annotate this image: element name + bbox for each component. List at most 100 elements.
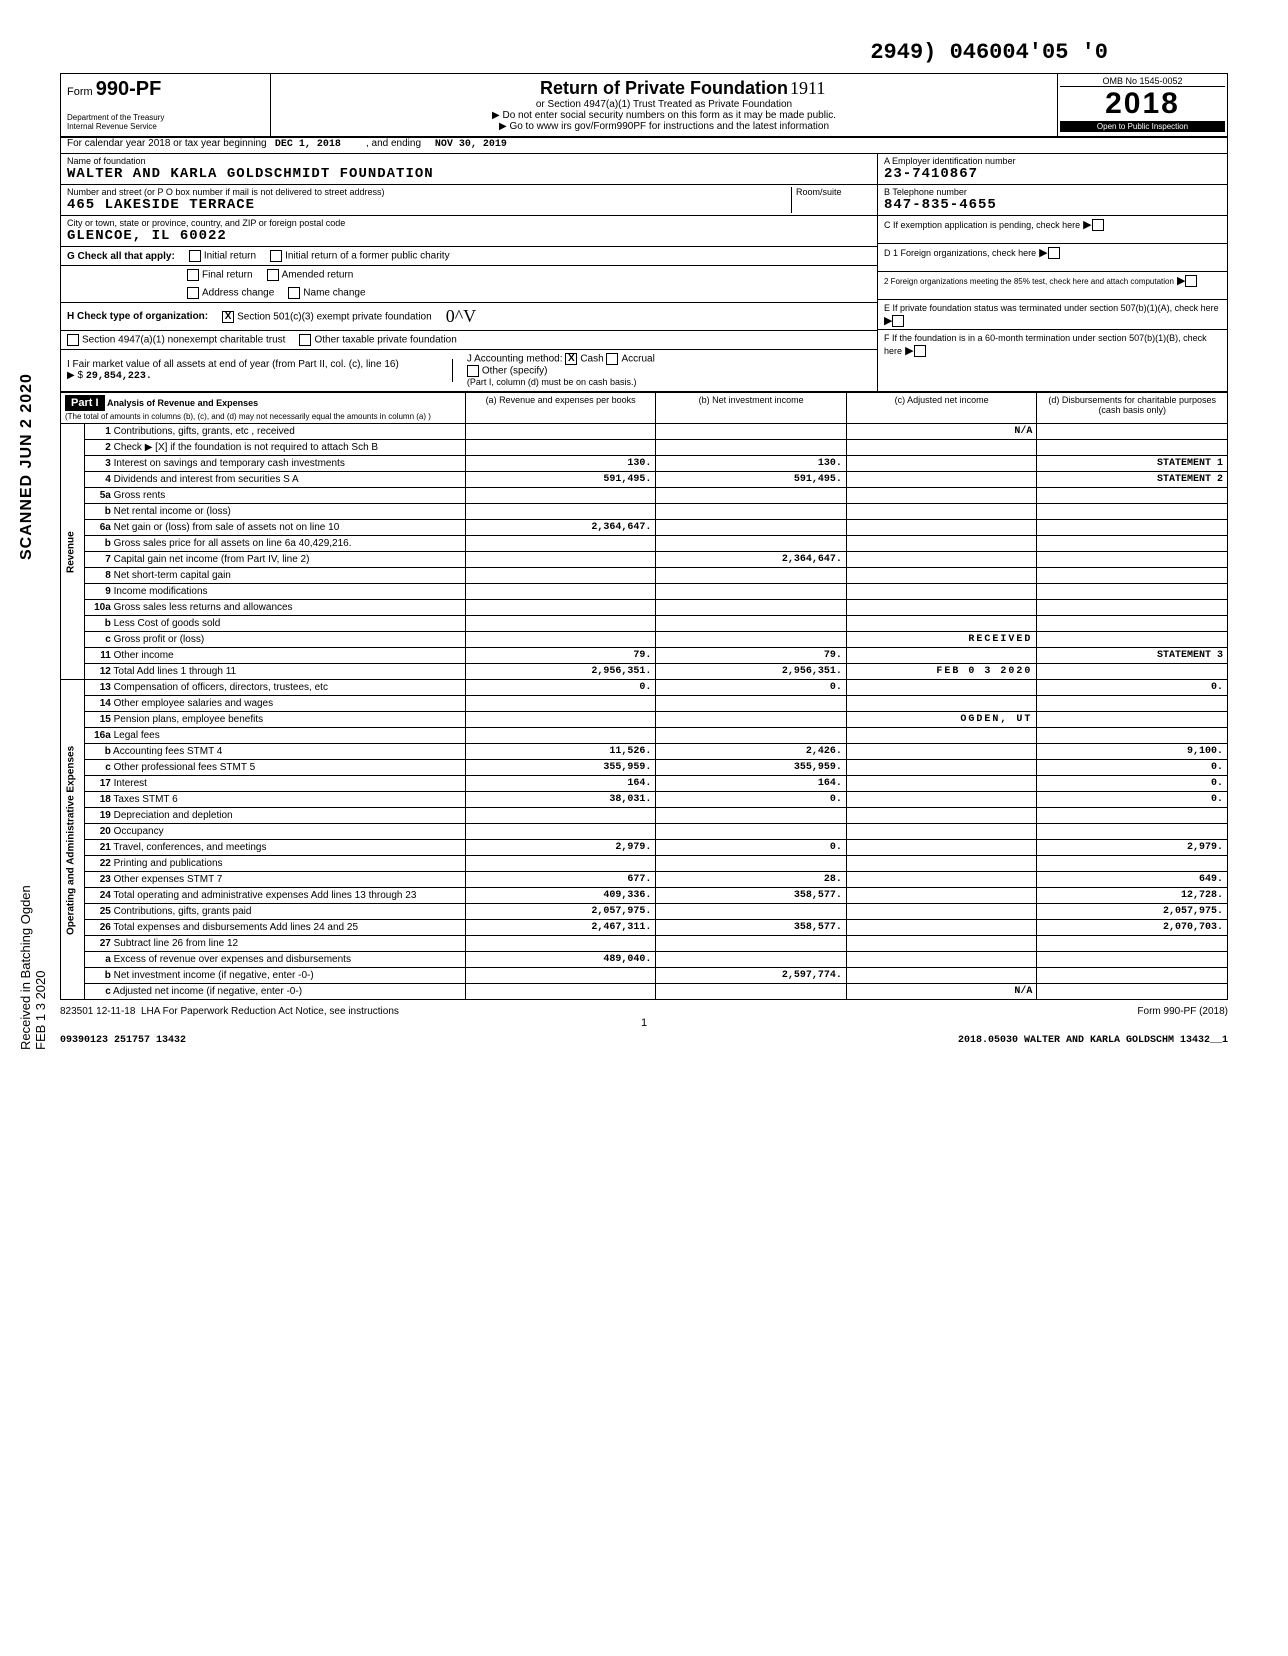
chk-former[interactable] — [270, 250, 282, 262]
g-opt0: Initial return — [204, 251, 256, 262]
i-value: 29,854,223. — [86, 371, 152, 382]
chk-amended[interactable] — [267, 269, 279, 281]
chk-E[interactable] — [892, 315, 904, 327]
chk-F[interactable] — [914, 345, 926, 357]
table-row: 12 Total Add lines 1 through 112,956,351… — [61, 664, 1228, 680]
chk-accrual[interactable] — [606, 353, 618, 365]
side-recv: Received in Batching Ogden — [18, 885, 33, 1050]
row-G: G Check all that apply: Initial return I… — [61, 247, 877, 266]
table-row: 18 Taxes STMT 638,031.0.0. — [61, 792, 1228, 808]
footer-form: Form 990-PF (2018) — [1137, 1006, 1228, 1017]
info-grid: Name of foundation WALTER AND KARLA GOLD… — [60, 154, 1228, 392]
col-c: (c) Adjusted net income — [846, 393, 1037, 424]
table-row: c Adjusted net income (if negative, ente… — [61, 984, 1228, 1000]
footer-br: 2018.05030 WALTER AND KARLA GOLDSCHM 134… — [958, 1035, 1228, 1046]
open-inspection: Open to Public Inspection — [1060, 121, 1225, 132]
section-opexp: Operating and Administrative Expenses — [61, 680, 85, 1000]
table-row: 6a Net gain or (loss) from sale of asset… — [61, 520, 1228, 536]
row-H: H Check type of organization: XSection 5… — [61, 303, 877, 331]
footer-bl: 09390123 251757 13432 — [60, 1035, 186, 1046]
chk-other-tax[interactable] — [299, 334, 311, 346]
table-row: b Gross sales price for all assets on li… — [61, 536, 1228, 552]
foundation-name: WALTER AND KARLA GOLDSCHMIDT FOUNDATION — [67, 166, 871, 182]
form-sub1: or Section 4947(a)(1) Trust Treated as P… — [275, 99, 1053, 110]
boxA-val: 23-7410867 — [884, 166, 1221, 182]
city-label: City or town, state or province, country… — [67, 218, 871, 228]
received-stamp-side: Received in Batching Ogden FEB 1 3 2020 — [18, 885, 48, 1050]
g-opt5: Name change — [303, 288, 365, 299]
g-opt3: Initial return of a former public charit… — [285, 251, 450, 262]
h-opt2: Section 4947(a)(1) nonexempt charitable … — [82, 335, 285, 346]
h-opt1: Section 501(c)(3) exempt private foundat… — [237, 311, 432, 322]
j-other: Other (specify) — [482, 366, 548, 377]
part1-label: Part I — [65, 395, 105, 411]
table-row: 5a Gross rents — [61, 488, 1228, 504]
table-row: 25 Contributions, gifts, grants paid2,05… — [61, 904, 1228, 920]
j-label: J Accounting method: — [467, 354, 563, 365]
boxD2-label: 2 Foreign organizations meeting the 85% … — [884, 277, 1174, 286]
table-row: 27 Subtract line 26 from line 12 — [61, 936, 1228, 952]
chk-4947[interactable] — [67, 334, 79, 346]
chk-namechg[interactable] — [288, 287, 300, 299]
cal-end: NOV 30, 2019 — [435, 139, 507, 150]
chk-initial[interactable] — [189, 250, 201, 262]
boxB-val: 847-835-4655 — [884, 197, 1221, 213]
table-row: 21 Travel, conferences, and meetings2,97… — [61, 840, 1228, 856]
g-label: G Check all that apply: — [67, 251, 175, 262]
handwritten-1911: 1911 — [790, 78, 825, 98]
table-row: 19 Depreciation and depletion — [61, 808, 1228, 824]
table-row: 23 Other expenses STMT 7677.28.649. — [61, 872, 1228, 888]
table-row: 4 Dividends and interest from securities… — [61, 472, 1228, 488]
form-sub2: ▶ Do not enter social security numbers o… — [275, 110, 1053, 121]
tax-year: 2018 — [1060, 87, 1225, 121]
table-row: 15 Pension plans, employee benefitsOGDEN… — [61, 712, 1228, 728]
chk-other[interactable] — [467, 365, 479, 377]
cal-label: For calendar year 2018 or tax year begin… — [67, 138, 267, 149]
chk-final[interactable] — [187, 269, 199, 281]
h-label: H Check type of organization: — [67, 311, 208, 322]
row-G2: Final return Amended return — [61, 266, 877, 284]
part1-desc: Analysis of Revenue and Expenses — [107, 398, 258, 408]
boxB-label: B Telephone number — [884, 187, 1221, 197]
footer-lha: LHA For Paperwork Reduction Act Notice, … — [141, 1006, 399, 1017]
table-row: 7 Capital gain net income (from Part IV,… — [61, 552, 1228, 568]
j-cash: Cash — [580, 354, 603, 365]
chk-cash[interactable]: X — [565, 353, 577, 365]
chk-D2[interactable] — [1185, 275, 1197, 287]
table-row: a Excess of revenue over expenses and di… — [61, 952, 1228, 968]
row-IJ: I Fair market value of all assets at end… — [61, 350, 877, 391]
form-sub3: ▶ Go to www irs gov/Form990PF for instru… — [275, 121, 1053, 132]
chk-C[interactable] — [1092, 219, 1104, 231]
table-row: b Accounting fees STMT 411,526.2,426.9,1… — [61, 744, 1228, 760]
table-row: Operating and Administrative Expenses13 … — [61, 680, 1228, 696]
table-row: 14 Other employee salaries and wages — [61, 696, 1228, 712]
form-number: 990-PF — [96, 78, 162, 100]
table-row: b Less Cost of goods sold — [61, 616, 1228, 632]
table-row: 8 Net short-term capital gain — [61, 568, 1228, 584]
form-header: Form 990-PF Department of the Treasury I… — [60, 73, 1228, 138]
table-row: 10a Gross sales less returns and allowan… — [61, 600, 1228, 616]
table-row: 22 Printing and publications — [61, 856, 1228, 872]
dept-irs: Internal Revenue Service — [67, 122, 264, 131]
footer-code: 823501 12-11-18 — [60, 1006, 135, 1017]
boxC-label: C If exemption application is pending, c… — [884, 220, 1080, 230]
chk-D1[interactable] — [1048, 247, 1060, 259]
cal-mid: , and ending — [366, 138, 421, 149]
cal-begin: DEC 1, 2018 — [275, 139, 341, 150]
table-row: 17 Interest164.164.0. — [61, 776, 1228, 792]
table-row: 24 Total operating and administrative ex… — [61, 888, 1228, 904]
name-label: Name of foundation — [67, 156, 871, 166]
table-row: b Net investment income (if negative, en… — [61, 968, 1228, 984]
i-label: I Fair market value of all assets at end… — [67, 359, 399, 370]
room-label: Room/suite — [796, 187, 871, 197]
table-row: Revenue1 Contributions, gifts, grants, e… — [61, 424, 1228, 440]
addr-label: Number and street (or P O box number if … — [67, 187, 791, 197]
j-accrual: Accrual — [621, 354, 654, 365]
chk-addrchg[interactable] — [187, 287, 199, 299]
table-row: c Gross profit or (loss)RECEIVED — [61, 632, 1228, 648]
row-G3: Address change Name change — [61, 284, 877, 303]
boxF-label: F If the foundation is in a 60-month ter… — [884, 333, 1207, 356]
row-H2: Section 4947(a)(1) nonexempt charitable … — [61, 331, 877, 350]
chk-501c3[interactable]: X — [222, 311, 234, 323]
boxD1-label: D 1 Foreign organizations, check here — [884, 248, 1036, 258]
